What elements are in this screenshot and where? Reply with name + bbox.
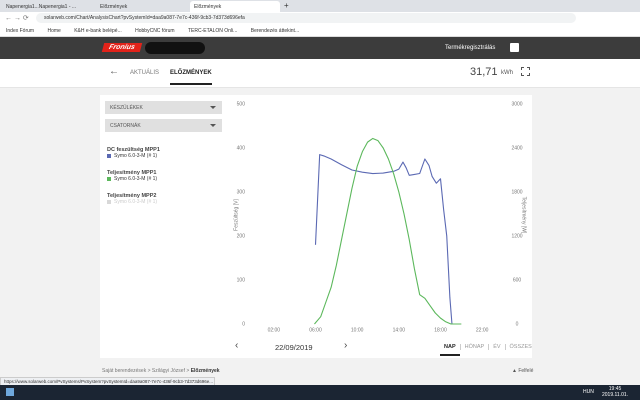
legend-item[interactable]: Teljesítmény MPP1 Symo 6.0-3-M (# 1) — [107, 170, 157, 182]
bookmark[interactable]: HobbyCNC fórum — [135, 28, 175, 34]
y-tick-label: 400 — [237, 145, 246, 151]
bookmarks-bar: Index Fórum Home K&H e-bank belépé... Ho… — [0, 25, 640, 37]
period[interactable]: HÓNAP — [459, 344, 489, 350]
bookmark[interactable]: TERC-ETALON Onli... — [187, 28, 238, 34]
nav-buttons[interactable]: ← → ⟳ — [5, 15, 29, 22]
bookmark[interactable]: Home — [47, 28, 61, 34]
x-tick-label: 18:00 — [434, 327, 447, 333]
site-header: Fronius Termékregisztrálás — [0, 37, 640, 59]
user-icon[interactable] — [510, 43, 519, 52]
period[interactable]: NAP — [440, 344, 460, 356]
redaction — [145, 42, 205, 54]
legend-swatch — [107, 153, 111, 158]
y2-tick-label: 1800 — [511, 189, 522, 195]
y-tick-label: 0 — [242, 321, 245, 327]
date: 22/09/2019 — [275, 343, 313, 352]
crumb[interactable]: Szilágyi József — [151, 368, 185, 374]
y-tick-label: 500 — [237, 101, 246, 107]
y-tick-label: 200 — [237, 233, 246, 239]
period-selector: NAP HÓNAP ÉV ÖSSZES — [440, 344, 536, 356]
time: 19:45 — [608, 386, 622, 392]
legend-swatch — [107, 199, 111, 204]
up-label: Felfelé — [518, 368, 534, 374]
crumb: Előzmények — [190, 368, 220, 374]
clock[interactable]: 19:45 2019.11.01. — [602, 386, 628, 398]
browser-tab[interactable]: Előzmények — [100, 4, 128, 10]
address-bar[interactable]: solarweb.com/Chart/AnalysisChart?pvSyste… — [36, 13, 576, 23]
bookmark[interactable]: Berendezés áttekint... — [250, 28, 300, 34]
breadcrumb: Saját berendezések > Szilágyi József > E… — [102, 368, 220, 374]
browser-tab[interactable]: Napenergia1...Napenergia1 - ... — [6, 4, 77, 10]
dropdown[interactable]: KÉSZÜLÉKEK — [105, 101, 222, 114]
legend-item[interactable]: DC feszültség MPP1 Symo 6.0-3-M (# 1) — [107, 147, 160, 159]
legend-device: Symo 6.0-3-M (# 1) — [114, 199, 158, 205]
next-day[interactable]: › — [344, 340, 348, 351]
legend-swatch — [107, 176, 111, 181]
energy-value: 31,71 — [470, 66, 498, 78]
dropdown[interactable]: CSATORNÁK — [105, 119, 222, 132]
tab-bar: Napenergia1...Napenergia1 - ... Előzmény… — [0, 0, 640, 12]
register-link[interactable]: Termékregisztrálás — [445, 45, 496, 51]
legend-device: Symo 6.0-3-M (# 1) — [114, 176, 158, 182]
nav-tab[interactable]: AKTUÁLIS — [130, 70, 160, 76]
start-button[interactable] — [6, 388, 14, 396]
y-tick-label: 100 — [237, 277, 246, 283]
legend-title: Teljesítmény MPP1 — [107, 170, 157, 176]
prev-day[interactable]: ‹ — [235, 340, 239, 351]
fullscreen-icon[interactable] — [521, 67, 530, 76]
y2-tick-label: 0 — [516, 321, 519, 327]
legend-item[interactable]: Teljesítmény MPP2 Symo 6.0-3-M (# 1) — [107, 193, 157, 205]
back-arrow[interactable]: ← — [109, 66, 119, 77]
series-line — [314, 137, 462, 325]
crumb[interactable]: Saját berendezések — [102, 368, 147, 374]
y2-axis-title: Teljesítmény [W] — [521, 197, 527, 234]
period[interactable]: ÉV — [488, 344, 504, 350]
y2-tick-label: 600 — [513, 277, 522, 283]
series-line — [314, 154, 453, 325]
nav-tab-active[interactable]: ELŐZMÉNYEK — [170, 70, 212, 85]
y2-tick-label: 3000 — [511, 101, 522, 107]
bookmark[interactable]: K&H e-bank belépé... — [74, 28, 122, 34]
energy-unit: kWh — [501, 70, 513, 76]
taskbar: HUN 19:45 2019.11.01. — [0, 385, 640, 400]
y-axis-title: Feszültség [V] — [233, 199, 239, 231]
bookmark[interactable]: Index Fórum — [6, 28, 35, 34]
x-tick-label: 02:00 — [268, 327, 281, 333]
x-tick-label: 10:00 — [351, 327, 364, 333]
x-tick-label: 22:00 — [476, 327, 489, 333]
browser-tab[interactable]: Előzmények — [190, 1, 280, 12]
toolbar: ← → ⟳ solarweb.com/Chart/AnalysisChart?p… — [0, 12, 640, 25]
y2-tick-label: 2400 — [511, 145, 522, 151]
legend-device: Symo 6.0-3-M (# 1) — [114, 153, 158, 159]
legend-title: Teljesítmény MPP2 — [107, 193, 157, 199]
nav-bar: ← AKTUÁLIS ELŐZMÉNYEK 31,71 kWh — [0, 59, 640, 88]
x-tick-label: 14:00 — [393, 327, 406, 333]
language[interactable]: HUN — [583, 389, 594, 395]
y2-tick-label: 1200 — [511, 233, 522, 239]
x-tick-label: 06:00 — [309, 327, 322, 333]
y-tick-label: 300 — [237, 189, 246, 195]
date: 2019.11.01. — [602, 392, 629, 398]
legend-title: DC feszültség MPP1 — [107, 147, 160, 153]
scroll-up[interactable]: ▲ Felfelé — [512, 368, 534, 374]
new-tab[interactable]: + — [284, 1, 289, 10]
period[interactable]: ÖSSZES — [504, 344, 536, 350]
